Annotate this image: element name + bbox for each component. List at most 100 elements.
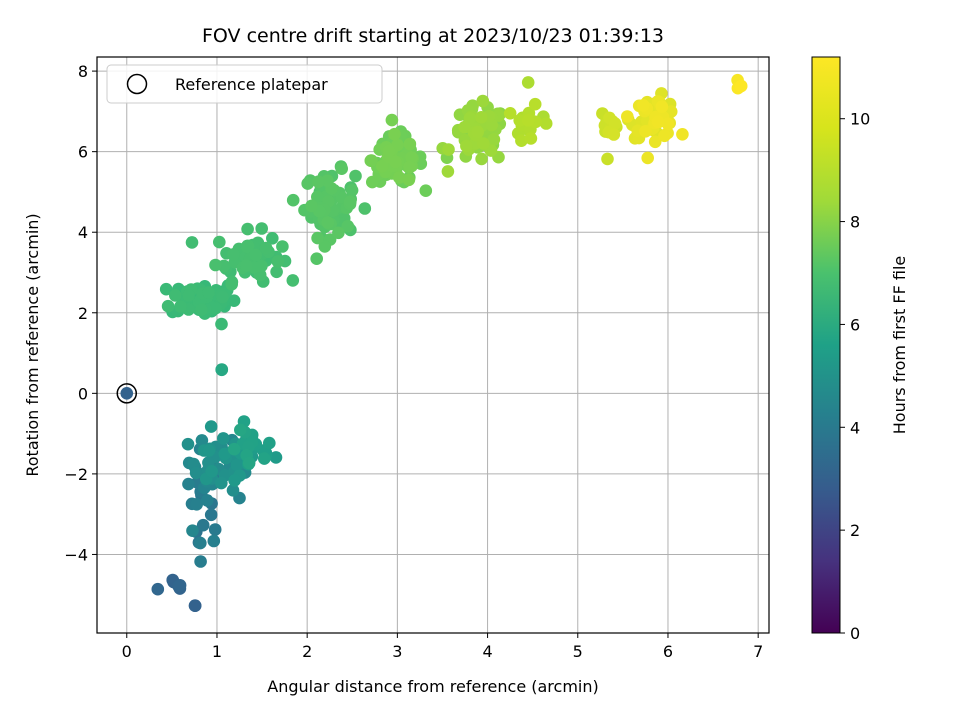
data-point <box>503 107 517 120</box>
data-point <box>215 476 228 490</box>
reference-ring <box>116 383 138 404</box>
data-point <box>301 177 315 190</box>
data-point <box>234 423 247 437</box>
plot-frame <box>96 56 770 634</box>
data-point <box>734 79 748 93</box>
data-point <box>173 579 187 592</box>
data-point <box>188 599 202 612</box>
data-point <box>521 76 535 89</box>
data-point <box>477 137 490 150</box>
data-point <box>403 160 416 174</box>
data-point <box>276 240 289 253</box>
data-point <box>174 300 187 313</box>
data-point <box>182 289 195 302</box>
data-point <box>487 133 501 146</box>
data-point <box>255 259 268 273</box>
data-point <box>637 99 650 112</box>
data-point <box>217 432 230 445</box>
data-point <box>648 135 662 149</box>
data-point <box>161 299 175 313</box>
data-point <box>402 173 416 187</box>
data-point <box>655 100 669 113</box>
data-point <box>269 451 283 464</box>
data-point <box>207 534 221 548</box>
data-point <box>364 154 378 167</box>
data-point <box>228 474 241 487</box>
chart-title: FOV centre drift starting at 2023/10/23 … <box>202 25 664 47</box>
data-point <box>460 139 473 153</box>
data-point <box>194 536 207 550</box>
data-point <box>218 447 232 461</box>
data-point <box>286 193 300 207</box>
colorbar: 0 2 4 6 8 10 Hours from first FF file <box>811 56 909 643</box>
data-point <box>344 195 357 208</box>
data-point <box>227 442 241 456</box>
data-point <box>311 231 324 245</box>
legend-marker-circle <box>126 73 148 95</box>
data-point <box>255 222 268 235</box>
reference-marker <box>116 383 138 404</box>
data-point <box>475 152 488 166</box>
data-point <box>335 162 349 175</box>
data-point <box>227 248 240 261</box>
data-point <box>204 420 218 433</box>
x-axis-title: Angular distance from reference (arcmin) <box>267 677 598 696</box>
data-point <box>259 241 273 255</box>
data-point <box>215 363 228 377</box>
data-point <box>471 125 485 139</box>
data-point <box>524 132 538 145</box>
colorbar-tick-label: 10 <box>850 110 870 129</box>
y-tick-label: −4 <box>64 545 88 564</box>
data-point <box>227 294 241 308</box>
data-point <box>242 456 256 470</box>
colorbar-tick-label: 6 <box>850 315 860 334</box>
reference-point <box>120 387 134 400</box>
data-points <box>151 73 748 612</box>
data-point <box>641 151 654 165</box>
x-tick-label: 0 <box>122 642 132 661</box>
data-point <box>204 508 218 522</box>
data-point <box>240 240 254 254</box>
x-tick-label: 2 <box>302 642 312 661</box>
colorbar-tick-label: 0 <box>850 624 860 643</box>
data-point <box>310 252 324 265</box>
x-tick-label: 7 <box>753 642 763 661</box>
data-point <box>202 286 215 299</box>
colorbar-ticks: 0 2 4 6 8 10 <box>840 110 870 643</box>
data-point <box>312 175 325 188</box>
y-tick-label: 2 <box>78 304 88 323</box>
y-tick-label: 4 <box>78 223 88 242</box>
data-point <box>190 498 203 511</box>
y-tick-label: 6 <box>78 143 88 162</box>
data-point <box>358 202 372 215</box>
colorbar-gradient <box>811 56 841 634</box>
data-point <box>661 117 675 131</box>
data-point <box>651 115 665 129</box>
data-point <box>169 289 182 302</box>
data-point <box>385 113 399 127</box>
colorbar-tick-label: 2 <box>850 521 860 540</box>
legend: Reference platepar <box>106 64 383 104</box>
data-point <box>393 171 406 184</box>
data-point <box>182 477 195 491</box>
data-point <box>305 199 318 213</box>
data-point <box>263 436 276 450</box>
data-point <box>476 94 490 108</box>
data-point <box>200 494 214 507</box>
data-point <box>286 274 300 287</box>
data-point <box>196 518 210 532</box>
x-tick-label: 4 <box>482 642 492 661</box>
data-point <box>458 120 471 134</box>
x-axis-ticks: 0 1 2 3 4 5 6 7 <box>122 633 763 661</box>
data-point <box>441 165 455 178</box>
legend-label: Reference platepar <box>175 75 328 94</box>
data-point <box>607 128 621 141</box>
data-point <box>195 303 208 317</box>
y-tick-label: 0 <box>78 384 88 403</box>
data-point <box>382 144 396 158</box>
data-point <box>216 290 229 304</box>
data-point <box>194 555 207 568</box>
data-point <box>225 278 238 291</box>
data-point <box>321 216 335 229</box>
data-point <box>621 110 634 123</box>
